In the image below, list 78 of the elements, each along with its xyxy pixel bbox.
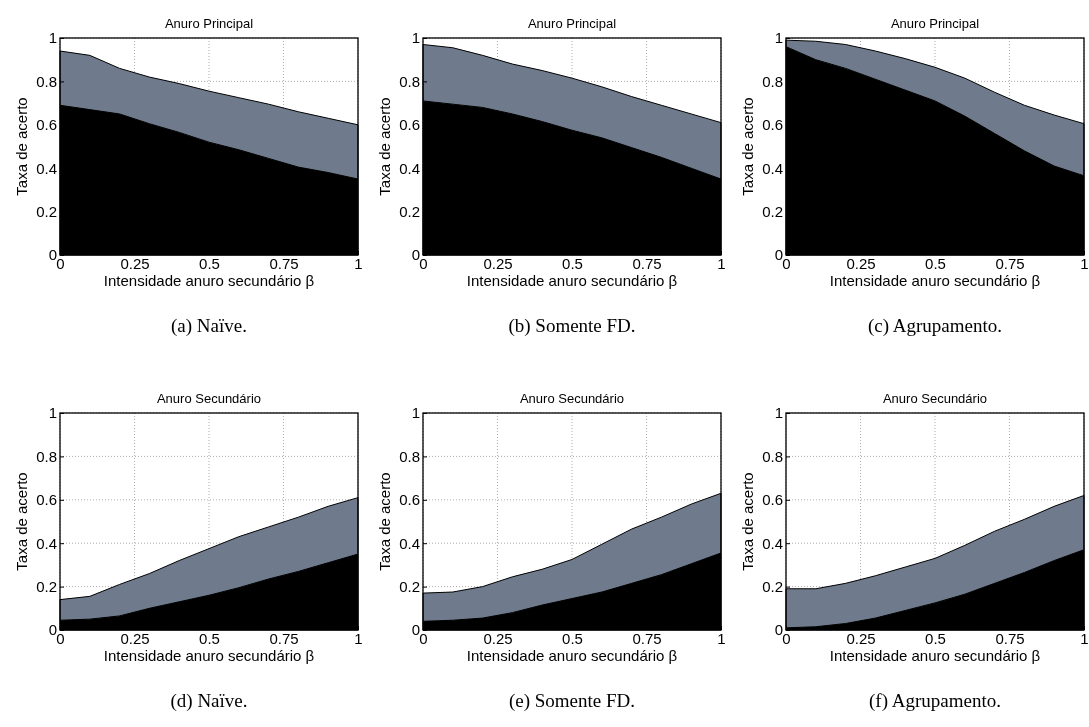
x-tick-label: 0.75 — [995, 254, 1025, 272]
x-axis-title: Intensidade anuro secundário β — [829, 272, 1041, 289]
x-tick-label: 0.25 — [846, 254, 876, 272]
y-axis-title: Taxa de acerto — [739, 97, 756, 196]
y-tick-label: 0.4 — [399, 159, 420, 177]
y-tick-label: 0.2 — [399, 577, 420, 595]
y-tick-label: 0.8 — [399, 72, 420, 90]
y-axis-title: Taxa de acerto — [13, 97, 30, 196]
y-tick-label: 0.4 — [36, 159, 57, 177]
y-tick-label: 0.6 — [399, 116, 420, 134]
y-tick-label: 0.4 — [762, 159, 783, 177]
x-tick-label: 0.5 — [199, 629, 220, 647]
text: (e) Somente FD. — [508, 690, 636, 712]
x-axis-title: Intensidade anuro secundário β — [829, 647, 1041, 664]
y-tick-label: 0.8 — [399, 447, 420, 465]
x-tick-label: 0.75 — [269, 629, 299, 647]
x-tick-label: 0.25 — [120, 254, 150, 272]
x-tick-label: 0.75 — [269, 254, 299, 272]
text: (f) Agrupamento. — [869, 690, 1001, 712]
x-tick-label: 0.5 — [925, 254, 946, 272]
y-tick-label: 1 — [774, 404, 783, 422]
chart-title: Anuro Principal — [164, 16, 254, 31]
text: (a) Naïve. — [171, 315, 247, 337]
chart-title: Anuro Principal — [527, 16, 617, 31]
x-tick-label: 0.25 — [483, 629, 513, 647]
text: (c) Agrupamento. — [867, 315, 1003, 337]
y-tick-label: 0.2 — [36, 202, 57, 220]
y-tick-label: 0.6 — [36, 116, 57, 134]
chart-title: Anuro Secundário — [519, 391, 625, 406]
x-tick-label: 0.25 — [846, 629, 876, 647]
y-tick-label: 0.2 — [399, 202, 420, 220]
x-tick-label: 0.5 — [925, 629, 946, 647]
y-tick-label: 0.6 — [762, 116, 783, 134]
text: (b) Somente FD. — [508, 315, 636, 337]
y-tick-label: 0.6 — [399, 491, 420, 509]
x-tick-label: 0.5 — [562, 254, 583, 272]
y-tick-label: 1 — [411, 29, 420, 47]
y-tick-label: 0.8 — [36, 447, 57, 465]
y-tick-label: 0.8 — [762, 447, 783, 465]
y-axis-title: Taxa de acerto — [376, 472, 393, 571]
x-tick-label: 0.25 — [483, 254, 513, 272]
x-tick-label: 0.75 — [995, 629, 1025, 647]
x-axis-title: Intensidade anuro secundário β — [103, 272, 315, 289]
x-tick-label: 0.75 — [632, 254, 662, 272]
y-tick-label: 0.8 — [36, 72, 57, 90]
x-tick-label: 0.5 — [199, 254, 220, 272]
chart-title: Anuro Secundário — [882, 391, 988, 406]
text: (d) Naïve. — [170, 690, 248, 712]
y-axis-title: Taxa de acerto — [376, 97, 393, 196]
y-tick-label: 0.2 — [36, 577, 57, 595]
x-tick-label: 1 — [1080, 629, 1089, 647]
x-tick-label: 1 — [1080, 254, 1089, 272]
x-tick-label: 1 — [354, 254, 363, 272]
y-axis-title: Taxa de acerto — [13, 472, 30, 571]
y-tick-label: 0.4 — [762, 534, 783, 552]
y-tick-label: 1 — [48, 404, 57, 422]
y-tick-label: 0.2 — [762, 577, 783, 595]
x-axis-title: Intensidade anuro secundário β — [466, 647, 678, 664]
y-tick-label: 0.4 — [36, 534, 57, 552]
x-tick-label: 0.75 — [632, 629, 662, 647]
y-tick-label: 1 — [774, 29, 783, 47]
x-tick-label: 0.5 — [562, 629, 583, 647]
y-tick-label: 0.4 — [399, 534, 420, 552]
y-tick-label: 0.6 — [36, 491, 57, 509]
y-tick-label: 0.8 — [762, 72, 783, 90]
chart-title: Anuro Principal — [890, 16, 980, 31]
y-axis-title: Taxa de acerto — [739, 472, 756, 571]
x-tick-label: 0.25 — [120, 629, 150, 647]
x-tick-label: 1 — [717, 629, 726, 647]
x-axis-title: Intensidade anuro secundário β — [103, 647, 315, 664]
x-axis-title: Intensidade anuro secundário β — [466, 272, 678, 289]
y-tick-label: 0.6 — [762, 491, 783, 509]
y-tick-label: 1 — [48, 29, 57, 47]
chart-title: Anuro Secundário — [156, 391, 262, 406]
x-tick-label: 1 — [354, 629, 363, 647]
y-tick-label: 0.2 — [762, 202, 783, 220]
y-tick-label: 1 — [411, 404, 420, 422]
x-tick-label: 1 — [717, 254, 726, 272]
